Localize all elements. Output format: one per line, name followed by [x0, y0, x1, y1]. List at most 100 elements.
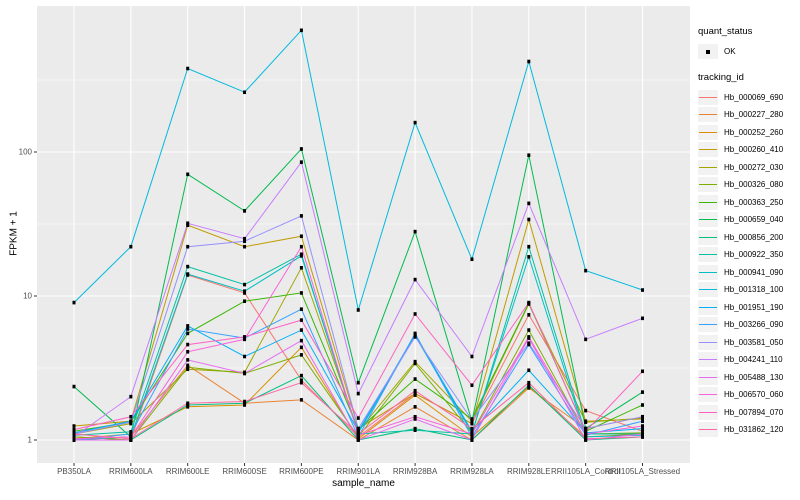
y-tick-label: 100: [19, 148, 33, 157]
legend-item-Hb_001318_100: Hb_001318_100: [698, 282, 798, 297]
legend-key: [698, 194, 718, 210]
point-marker: [356, 380, 360, 385]
point-marker: [129, 394, 133, 399]
point-marker: [299, 265, 303, 270]
point-marker: [243, 282, 247, 287]
legend-key: [698, 334, 718, 350]
point-marker: [186, 244, 190, 249]
point-marker: [641, 316, 644, 321]
point-marker: [129, 420, 133, 424]
point-marker: [470, 421, 474, 426]
point-marker: [129, 430, 133, 434]
point-marker: [72, 435, 76, 439]
point-marker: [299, 214, 303, 218]
point-marker: [641, 288, 644, 292]
point-marker: [413, 391, 417, 396]
point-marker: [584, 429, 588, 434]
legend-line-swatch: [699, 306, 717, 308]
point-marker: [584, 268, 588, 273]
legend-key: [698, 107, 718, 122]
legend-item-Hb_000326_080: Hb_000326_080: [698, 177, 798, 192]
legend-line-swatch: [699, 96, 717, 98]
x-tick-label: RRIM901LA: [336, 467, 380, 476]
legend-item-label: Hb_000941_090: [724, 267, 784, 277]
point-marker: [299, 28, 303, 33]
legend-tracking-id-title: tracking_id: [698, 71, 744, 83]
legend-item-Hb_003266_090: Hb_003266_090: [698, 317, 798, 332]
point-marker: [299, 353, 303, 357]
point-marker: [129, 435, 133, 439]
point-marker: [243, 371, 247, 376]
point-marker: [299, 345, 303, 350]
legend-key: [698, 44, 718, 59]
legend-key: [698, 422, 718, 437]
legend-item-label: Hb_007894_070: [724, 407, 784, 417]
legend-item-ok: OK: [698, 44, 798, 59]
legend: quant_status OK tracking_id Hb_000069_69…: [698, 26, 798, 440]
legend-item-label: Hb_003266_090: [724, 320, 784, 329]
point-marker: [356, 416, 360, 420]
point-marker: [641, 435, 644, 439]
legend-line-swatch: [699, 149, 717, 151]
x-tick-label: RRIM600PE: [279, 467, 323, 476]
point-marker: [299, 378, 303, 383]
point-marker: [243, 289, 247, 293]
point-marker: [186, 367, 190, 372]
point-marker-icon: [706, 49, 710, 54]
legend-line-swatch: [699, 359, 717, 361]
point-marker: [186, 405, 190, 409]
point-marker: [72, 424, 76, 428]
legend-item-label: Hb_000252_260: [724, 127, 784, 137]
x-axis-title: sample_name: [332, 478, 395, 489]
point-marker: [413, 359, 417, 364]
point-marker: [72, 384, 76, 389]
x-tick-label: RRIM928BA: [393, 467, 438, 476]
legend-tracking-items: Hb_000069_690 Hb_000227_280 Hb_000252_260 H…: [698, 89, 798, 437]
point-marker: [186, 349, 190, 354]
legend-item-Hb_000260_410: Hb_000260_410: [698, 142, 798, 157]
point-marker: [72, 432, 76, 436]
point-marker: [299, 291, 303, 295]
legend-key: [698, 352, 718, 367]
point-marker: [527, 244, 531, 249]
legend-line-swatch: [699, 131, 717, 133]
point-marker: [413, 331, 417, 336]
legend-key: [698, 247, 718, 262]
point-marker: [641, 403, 644, 407]
legend-line-swatch: [699, 394, 717, 396]
point-marker: [641, 369, 644, 374]
point-marker: [299, 373, 303, 378]
x-tick-label: RRII105LA_Stressed: [605, 467, 680, 476]
point-marker: [299, 307, 303, 311]
point-marker: [584, 436, 588, 441]
point-marker: [186, 365, 190, 370]
legend-item-label: Hb_000260_410: [724, 145, 784, 154]
legend-item-label: Hb_031862_120: [724, 425, 784, 434]
legend-line-swatch: [699, 429, 717, 431]
point-marker: [129, 244, 133, 249]
legend-line-swatch: [699, 341, 717, 343]
legend-key: [698, 299, 718, 315]
point-marker: [72, 427, 76, 432]
point-marker: [413, 405, 417, 409]
point-marker: [527, 313, 531, 317]
point-marker: [584, 420, 588, 424]
point-marker: [527, 383, 531, 388]
legend-key: [698, 317, 718, 332]
point-marker: [470, 429, 474, 434]
point-marker: [243, 90, 247, 95]
point-marker: [72, 300, 76, 305]
y-tick-label: 1: [28, 436, 33, 445]
point-marker: [186, 342, 190, 347]
point-marker: [641, 426, 644, 431]
point-marker: [299, 380, 303, 385]
legend-item-label: Hb_001318_100: [724, 285, 784, 294]
point-marker: [470, 257, 474, 262]
legend-key: [698, 369, 718, 385]
point-marker: [641, 424, 644, 428]
legend-item-Hb_000272_030: Hb_000272_030: [698, 159, 798, 175]
point-marker: [413, 120, 417, 125]
point-marker: [413, 377, 417, 381]
